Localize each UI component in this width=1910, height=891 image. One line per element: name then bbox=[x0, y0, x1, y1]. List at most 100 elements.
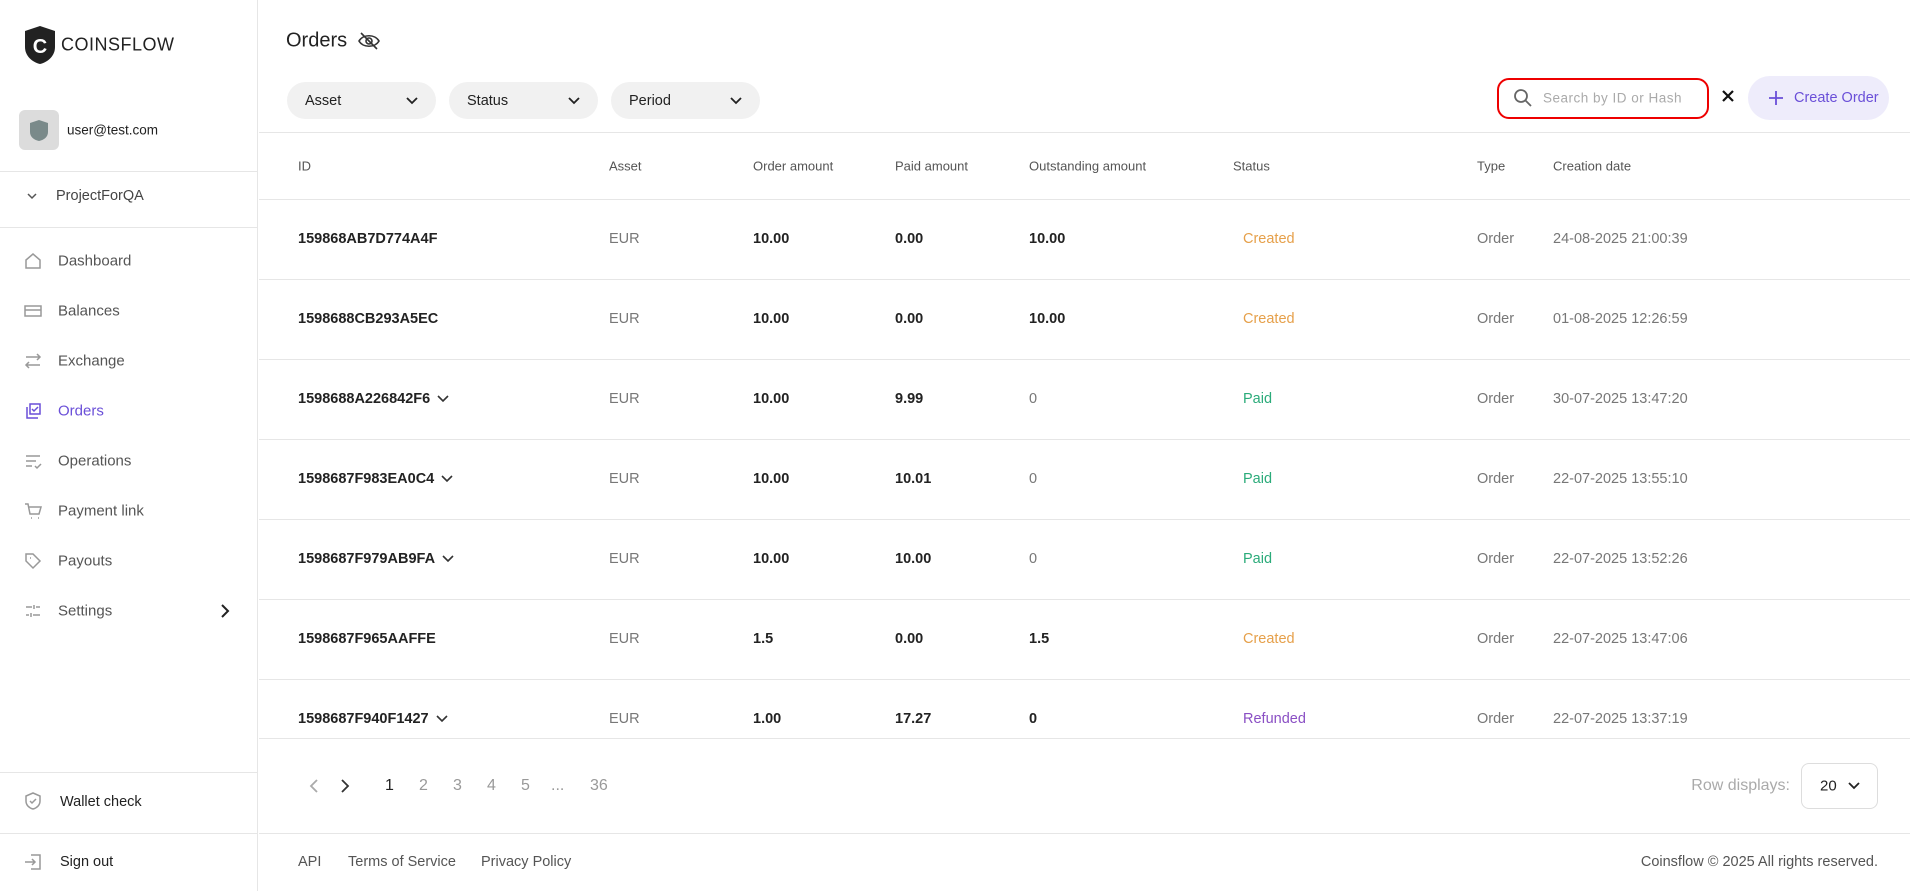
create-order-label: Create Order bbox=[1794, 90, 1879, 106]
filter-1[interactable]: Status bbox=[449, 82, 598, 119]
footer-link[interactable]: API bbox=[298, 854, 322, 870]
brand: COINSFLOW bbox=[61, 34, 175, 55]
page-number[interactable]: 1 bbox=[385, 777, 394, 794]
nav-item[interactable]: Dashboard bbox=[58, 252, 132, 270]
page-number[interactable]: ... bbox=[551, 777, 565, 794]
sidebar: C COINSFLOW user@test.com ProjectForQA D… bbox=[0, 0, 258, 891]
column-header: Paid amount bbox=[895, 158, 968, 174]
cell-id: 159868AB7D774A4F bbox=[298, 231, 438, 247]
search-box[interactable]: Search by ID or Hash bbox=[1497, 78, 1709, 119]
divider bbox=[259, 833, 1910, 834]
row-divider bbox=[259, 679, 1910, 680]
cell-id: 1598687F965AAFFE bbox=[298, 631, 436, 647]
cell-date: 22-07-2025 13:37:19 bbox=[1553, 711, 1688, 727]
cell-id: 1598688A226842F6 bbox=[298, 391, 449, 407]
page-number[interactable]: 36 bbox=[590, 777, 608, 794]
cell-paid-amount: 0.00 bbox=[895, 311, 924, 327]
cell-order-amount: 10.00 bbox=[753, 311, 790, 327]
cell-outstanding: 0 bbox=[1029, 391, 1038, 407]
cell-paid-amount: 10.01 bbox=[895, 471, 932, 487]
cell-type: Order bbox=[1477, 231, 1515, 247]
create-order-button[interactable]: Create Order bbox=[1748, 76, 1889, 120]
next-page[interactable] bbox=[340, 779, 350, 793]
expand-chevron[interactable] bbox=[437, 395, 449, 403]
page-number[interactable]: 3 bbox=[453, 777, 462, 794]
cell-asset: EUR bbox=[609, 631, 640, 647]
rows-select[interactable]: 20 bbox=[1801, 763, 1878, 809]
footer-link[interactable]: Terms of Service bbox=[348, 854, 456, 870]
rows-value: 20 bbox=[1820, 777, 1837, 795]
filter-2[interactable]: Period bbox=[611, 82, 760, 119]
row-divider bbox=[259, 599, 1910, 600]
cell-id: 1598687F983EA0C4 bbox=[298, 471, 453, 487]
column-header: ID bbox=[298, 158, 311, 174]
divider bbox=[0, 772, 258, 773]
nav-item[interactable]: Balances bbox=[58, 302, 120, 320]
nav-item[interactable]: Payouts bbox=[58, 552, 113, 570]
cell-asset: EUR bbox=[609, 391, 640, 407]
column-header: Asset bbox=[609, 158, 642, 174]
divider bbox=[259, 132, 1910, 133]
nav-item[interactable]: Orders bbox=[58, 402, 104, 420]
cell-order-amount: 10.00 bbox=[753, 471, 790, 487]
nav-icon bbox=[25, 253, 41, 269]
project-name[interactable]: ProjectForQA bbox=[56, 188, 144, 204]
page-number[interactable]: 5 bbox=[521, 777, 530, 794]
nav-item[interactable]: Payment link bbox=[58, 502, 144, 520]
nav-icon bbox=[24, 305, 42, 317]
cell-date: 01-08-2025 12:26:59 bbox=[1553, 311, 1688, 327]
wallet-check[interactable]: Wallet check bbox=[60, 794, 142, 810]
filter-0[interactable]: Asset bbox=[287, 82, 436, 119]
cell-type: Order bbox=[1477, 311, 1515, 327]
submenu-chevron[interactable] bbox=[220, 604, 230, 618]
nav-icon bbox=[25, 503, 42, 519]
sign-out[interactable]: Sign out bbox=[60, 854, 114, 870]
column-header: Creation date bbox=[1553, 158, 1632, 174]
nav-icon bbox=[24, 353, 42, 369]
cell-type: Order bbox=[1477, 631, 1515, 647]
hide-icon[interactable] bbox=[357, 31, 381, 51]
cell-outstanding: 1.5 bbox=[1029, 631, 1050, 647]
rows-label: Row displays: bbox=[1691, 777, 1790, 794]
cell-status: Created bbox=[1243, 231, 1295, 247]
cell-type: Order bbox=[1477, 551, 1515, 567]
cell-date: 30-07-2025 13:47:20 bbox=[1553, 391, 1688, 407]
divider bbox=[0, 227, 258, 228]
nav-item[interactable]: Settings bbox=[58, 602, 113, 620]
cell-paid-amount: 9.99 bbox=[895, 391, 924, 407]
filter-chevron bbox=[568, 96, 580, 104]
row-divider bbox=[259, 279, 1910, 280]
cell-id: 1598687F979AB9FA bbox=[298, 551, 454, 567]
page-number[interactable]: 4 bbox=[487, 777, 496, 794]
row-divider bbox=[259, 359, 1910, 360]
cell-asset: EUR bbox=[609, 471, 640, 487]
expand-chevron[interactable] bbox=[442, 555, 454, 563]
clear-search[interactable] bbox=[1721, 89, 1735, 103]
divider bbox=[0, 171, 258, 172]
column-header: Order amount bbox=[753, 158, 834, 174]
cell-date: 22-07-2025 13:55:10 bbox=[1553, 471, 1688, 487]
nav-icon bbox=[26, 403, 41, 419]
prev-page[interactable] bbox=[309, 779, 319, 793]
cell-paid-amount: 0.00 bbox=[895, 231, 924, 247]
expand-chevron[interactable] bbox=[436, 715, 448, 723]
filter-chevron bbox=[730, 96, 742, 104]
project-chevron[interactable] bbox=[26, 192, 38, 200]
cell-outstanding: 0 bbox=[1029, 471, 1038, 487]
nav-item[interactable]: Operations bbox=[58, 452, 132, 470]
cell-paid-amount: 10.00 bbox=[895, 551, 932, 567]
column-header: Status bbox=[1233, 158, 1270, 174]
expand-chevron[interactable] bbox=[441, 475, 453, 483]
row-divider bbox=[259, 519, 1910, 520]
filter-label: Asset bbox=[305, 92, 342, 109]
cell-date: 22-07-2025 13:47:06 bbox=[1553, 631, 1688, 647]
nav-icon bbox=[25, 553, 42, 570]
cell-outstanding: 10.00 bbox=[1029, 231, 1066, 247]
cell-id: 1598688CB293A5EC bbox=[298, 311, 439, 327]
cell-asset: EUR bbox=[609, 551, 640, 567]
page-number[interactable]: 2 bbox=[419, 777, 428, 794]
footer-link[interactable]: Privacy Policy bbox=[481, 854, 572, 870]
nav-item[interactable]: Exchange bbox=[58, 352, 125, 370]
cell-date: 24-08-2025 21:00:39 bbox=[1553, 231, 1688, 247]
wallet-icon bbox=[25, 792, 41, 810]
